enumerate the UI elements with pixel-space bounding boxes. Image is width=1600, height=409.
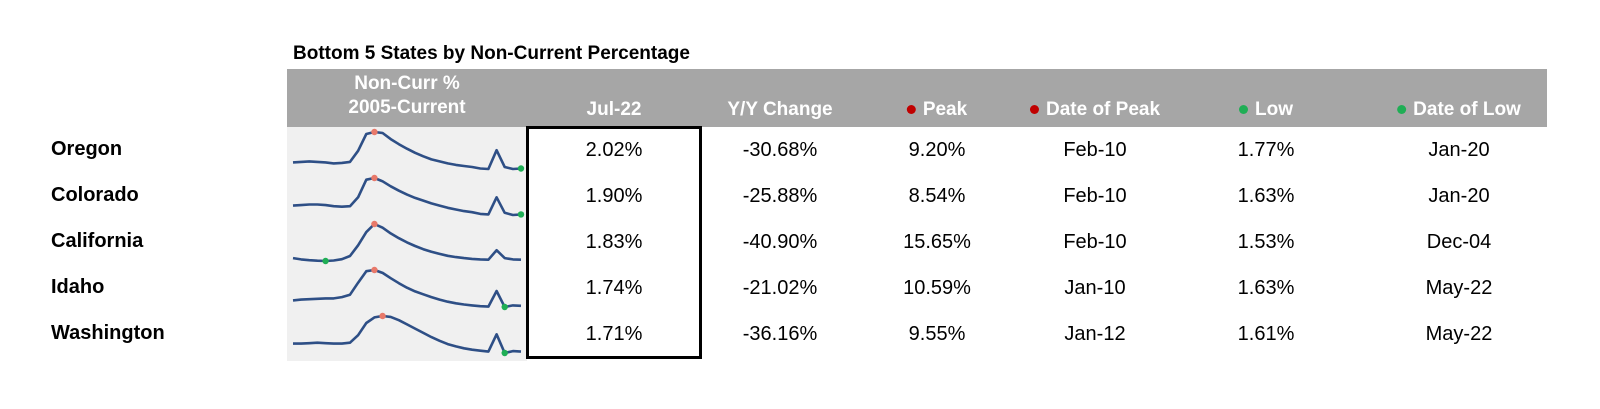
- header-yy-change: Y/Y Change: [727, 99, 833, 120]
- cell-jul: 1.71%: [585, 323, 643, 345]
- header-sparkline-line2: 2005-Current: [348, 97, 466, 118]
- header-low-label: Low: [1255, 99, 1293, 120]
- cell-yy: -25.88%: [742, 185, 818, 207]
- low-dot-icon: [1397, 105, 1407, 114]
- sparkline-peak-marker: [371, 128, 378, 136]
- cell-low: 1.77%: [1237, 139, 1295, 161]
- header-peak: Peak: [906, 99, 968, 121]
- sparkline: [292, 128, 525, 172]
- header-band: [287, 69, 1547, 127]
- sparkline: [293, 312, 522, 357]
- state-name: Oregon: [51, 138, 123, 160]
- cell-peak: 8.54%: [908, 185, 966, 207]
- cell-peak: 9.55%: [908, 323, 966, 345]
- header-sparkline-line1: Non-Curr %: [354, 73, 460, 94]
- cell-peak: 10.59%: [903, 277, 971, 299]
- header-sparkline: Non-Curr % 2005-Current: [348, 72, 465, 120]
- sparkline-low-marker: [517, 211, 525, 218]
- sparkline-series: [292, 130, 522, 171]
- cell-low: 1.63%: [1237, 277, 1295, 299]
- sparkline: [292, 220, 522, 265]
- header-low: Low: [1239, 99, 1293, 121]
- sparkline: [292, 266, 522, 311]
- sparkline-low-marker: [501, 349, 508, 357]
- sparkline-peak-marker: [371, 266, 378, 274]
- cell-peak: 9.20%: [908, 139, 966, 161]
- cell-yy: -36.16%: [742, 323, 818, 345]
- cell-date-low: May-22: [1425, 277, 1493, 299]
- cell-date-low: Dec-04: [1426, 231, 1492, 253]
- cell-date-peak: Feb-10: [1063, 139, 1127, 161]
- low-dot-icon: [1239, 105, 1248, 114]
- cell-jul: 1.90%: [585, 185, 643, 207]
- state-name: Idaho: [51, 276, 105, 298]
- header-date-low: Date of Low: [1397, 99, 1521, 121]
- state-name: California: [51, 230, 144, 252]
- peak-dot-icon: [906, 105, 916, 114]
- cell-low: 1.61%: [1237, 323, 1295, 345]
- header-peak-label: Peak: [922, 99, 968, 120]
- cell-date-low: Jan-20: [1428, 139, 1490, 161]
- cell-date-peak: Feb-10: [1063, 185, 1127, 207]
- cell-yy: -40.90%: [742, 231, 818, 253]
- cell-date-peak: Jan-10: [1064, 277, 1126, 299]
- sparkline-low-marker: [501, 303, 508, 311]
- cell-date-low: May-22: [1425, 323, 1493, 345]
- sparkline-series: [292, 176, 522, 217]
- sparkline: [292, 174, 525, 218]
- sparkline-series: [293, 314, 522, 355]
- header-jul: Jul-22: [586, 99, 642, 120]
- peak-dot-icon: [1029, 105, 1039, 114]
- sparkline-column-bg: [287, 127, 527, 361]
- cell-peak: 15.65%: [903, 231, 971, 253]
- cell-yy: -21.02%: [742, 277, 818, 299]
- sparkline-peak-marker: [371, 174, 378, 182]
- header-date-peak: Date of Peak: [1029, 99, 1161, 121]
- jul-22-highlight-box: [526, 126, 702, 359]
- state-name: Washington: [51, 322, 165, 344]
- cell-date-low: Jan-20: [1428, 185, 1490, 207]
- sparkline-peak-marker: [379, 312, 386, 320]
- sparkline-low-marker: [517, 165, 525, 172]
- cell-yy: -30.68%: [742, 139, 818, 161]
- header-date-peak-label: Date of Peak: [1045, 99, 1161, 120]
- state-name: Colorado: [51, 184, 139, 206]
- cell-date-peak: Jan-12: [1064, 323, 1126, 345]
- cell-low: 1.53%: [1237, 231, 1295, 253]
- cell-jul: 2.02%: [585, 139, 643, 161]
- header-date-low-label: Date of Low: [1413, 99, 1521, 120]
- cell-date-peak: Feb-10: [1063, 231, 1127, 253]
- sparkline-series: [292, 268, 522, 309]
- cell-low: 1.63%: [1237, 185, 1295, 207]
- sparkline-low-marker: [322, 257, 329, 265]
- sparkline-peak-marker: [371, 220, 378, 228]
- cell-jul: 1.83%: [585, 231, 643, 253]
- cell-jul: 1.74%: [585, 277, 643, 299]
- sparkline-series: [292, 222, 522, 263]
- table-title: Bottom 5 States by Non-Current Percentag…: [293, 43, 690, 64]
